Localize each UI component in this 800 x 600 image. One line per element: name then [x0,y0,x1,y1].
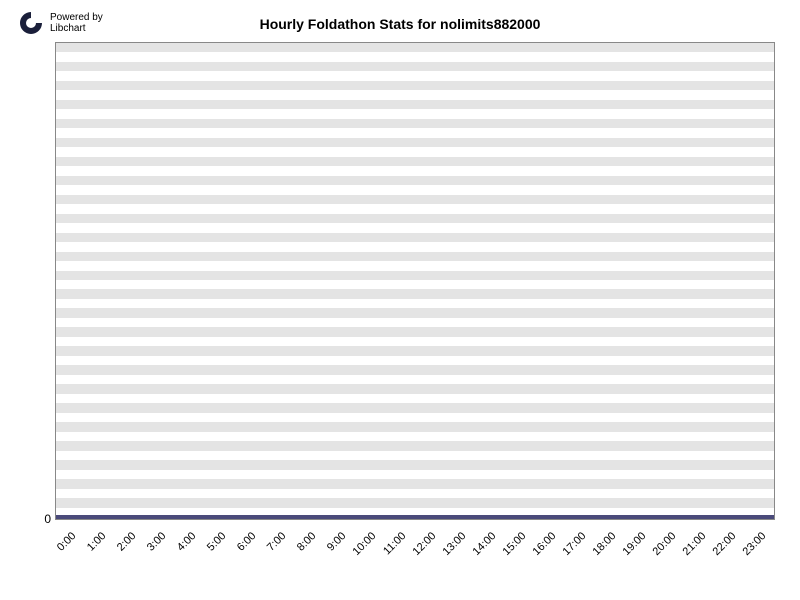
gridline [56,479,774,488]
plot-area [55,42,775,520]
chart-container: Powered by Libchart Hourly Foldathon Sta… [0,0,800,600]
gridline [56,384,774,393]
gridline [56,157,774,166]
gridline [56,185,774,194]
gridline [56,470,774,479]
gridline [56,271,774,280]
gridline [56,62,774,71]
gridline [56,413,774,422]
gridline [56,214,774,223]
gridline [56,356,774,365]
gridline [56,365,774,374]
gridline [56,289,774,298]
gridline [56,403,774,412]
gridline [56,451,774,460]
gridline [56,52,774,61]
bar-series-baseline [56,515,774,519]
gridline [56,109,774,118]
gridline [56,119,774,128]
gridline [56,346,774,355]
gridline [56,128,774,137]
gridline [56,43,774,52]
gridline [56,394,774,403]
gridline [56,375,774,384]
gridline [56,71,774,80]
gridline [56,460,774,469]
gridline [56,176,774,185]
gridline [56,90,774,99]
gridline [56,242,774,251]
gridline [56,280,774,289]
gridline [56,441,774,450]
gridline [56,223,774,232]
gridline [56,299,774,308]
gridline [56,432,774,441]
gridline [56,498,774,507]
gridline [56,195,774,204]
gridline [56,261,774,270]
gridline [56,81,774,90]
gridline [56,147,774,156]
gridline [56,489,774,498]
gridline [56,327,774,336]
chart-title: Hourly Foldathon Stats for nolimits88200… [0,16,800,32]
gridline [56,252,774,261]
gridline [56,204,774,213]
gridline [56,100,774,109]
gridline [56,308,774,317]
gridline [56,422,774,431]
y-tick-label: 0 [21,512,51,526]
gridline [56,138,774,147]
gridline [56,337,774,346]
gridline [56,233,774,242]
gridline [56,318,774,327]
gridline [56,166,774,175]
